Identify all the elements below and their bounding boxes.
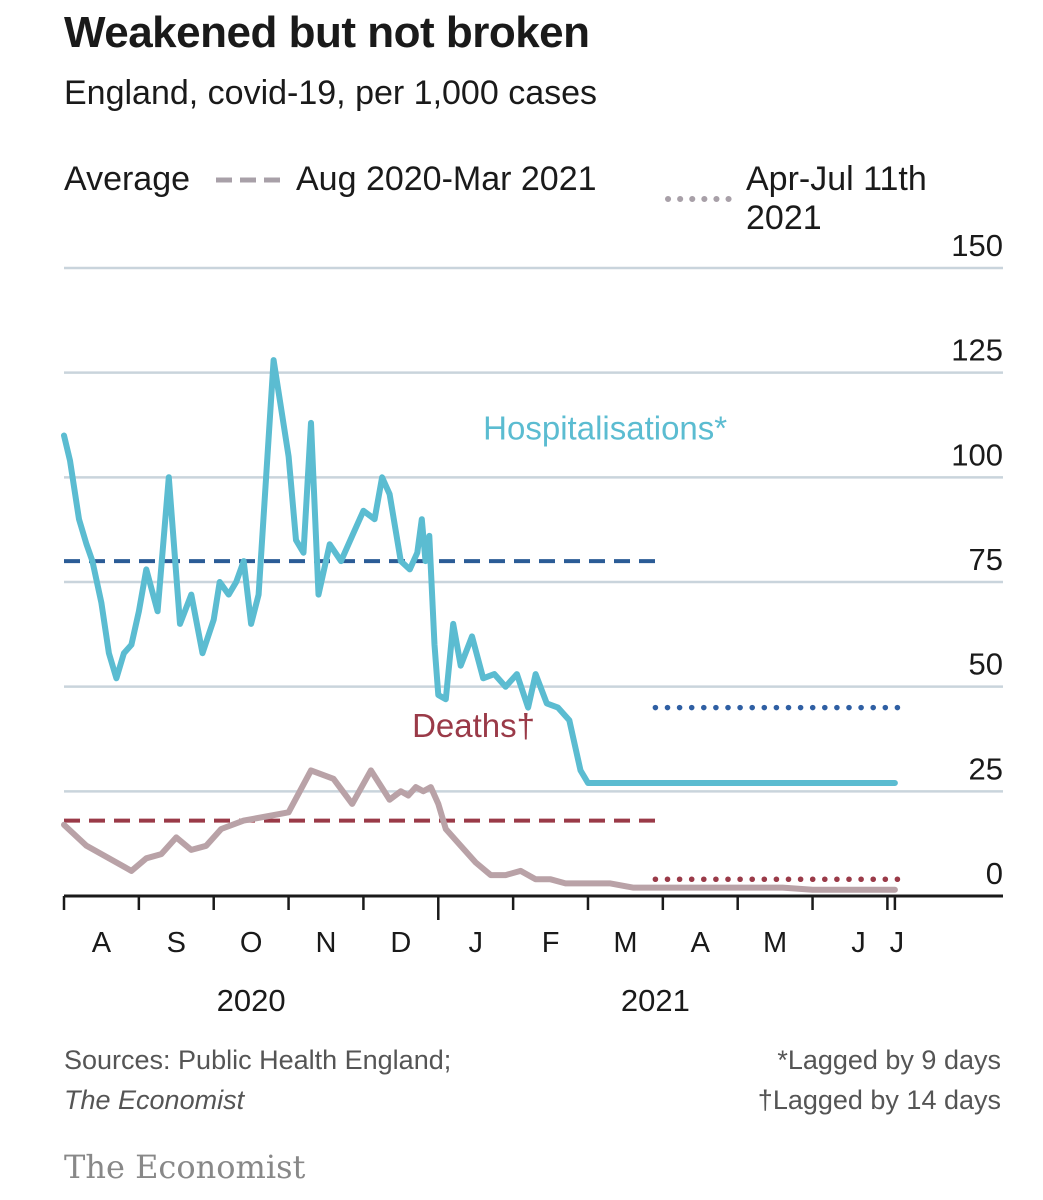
footnote-deaths: †Lagged by 14 days <box>757 1085 1001 1115</box>
x-tick-label-9: M <box>763 927 787 959</box>
legend-label: Average <box>64 160 191 198</box>
legend: Average Aug 2020-Mar 2021 Apr-Jul 11th 2… <box>64 160 1004 237</box>
chart-subtitle: England, covid-19, per 1,000 cases <box>64 74 598 112</box>
x-tick-label-10: J <box>851 927 866 959</box>
footnote-hospitalisations: *Lagged by 9 days <box>777 1045 1001 1075</box>
average-lines <box>64 559 906 883</box>
chart-title: Weakened but not broken <box>64 8 590 57</box>
brand-logo: The Economist <box>64 1148 306 1186</box>
series-line-deaths <box>61 767 898 893</box>
x-tick-label-7: M <box>613 927 637 959</box>
y-tick-label-125: 125 <box>951 333 1003 368</box>
x-tick-label-6: F <box>542 927 560 959</box>
legend-text-dashed: Aug 2020-Mar 2021 <box>296 160 597 198</box>
legend-item-dotted: Apr-Jul 11th 2021 <box>664 160 1004 238</box>
y-tick-label-100: 100 <box>951 437 1003 472</box>
annotation-deaths: Deaths† <box>412 707 535 744</box>
y-axis: 0 25 50 75 100 125 150 <box>951 228 1003 891</box>
series-line-hospitalisations <box>61 357 898 786</box>
y-tick-label-50: 50 <box>969 647 1003 682</box>
y-tick-label-150: 150 <box>951 228 1003 263</box>
sources: Sources: Public Health England; The Econ… <box>64 1040 451 1120</box>
footnotes: *Lagged by 9 days †Lagged by 14 days <box>758 1040 1001 1120</box>
x-tick-label-8: A <box>691 927 711 959</box>
legend-item-dashed: Aug 2020-Mar 2021 <box>214 160 597 199</box>
annotations: Hospitalisations* Deaths† <box>412 410 727 744</box>
y-tick-label-75: 75 <box>969 542 1003 577</box>
y-tick-label-25: 25 <box>969 751 1003 786</box>
x-tick-label-4: D <box>390 927 411 959</box>
legend-text-dotted: Apr-Jul 11th 2021 <box>746 160 927 237</box>
x-tick-label-1: S <box>167 927 186 959</box>
y-tick-label-0: 0 <box>986 856 1003 891</box>
x-tick-label-11: J <box>890 927 905 959</box>
year-label-2020: 2020 <box>217 983 286 1018</box>
year-label-2021: 2021 <box>621 983 690 1018</box>
x-tick-label-0: A <box>92 927 112 959</box>
legend-swatch-dotted <box>664 194 738 204</box>
x-tick-label-3: N <box>316 927 337 959</box>
sources-line-2: The Economist <box>64 1085 245 1115</box>
x-tick-label-2: O <box>240 927 263 959</box>
sources-line-1: Sources: Public Health England; <box>64 1045 452 1075</box>
legend-swatch-dashed <box>214 175 288 185</box>
series-lines <box>61 357 898 893</box>
annotation-hospitalisations: Hospitalisations* <box>483 410 727 447</box>
x-tick-label-5: J <box>468 927 483 959</box>
